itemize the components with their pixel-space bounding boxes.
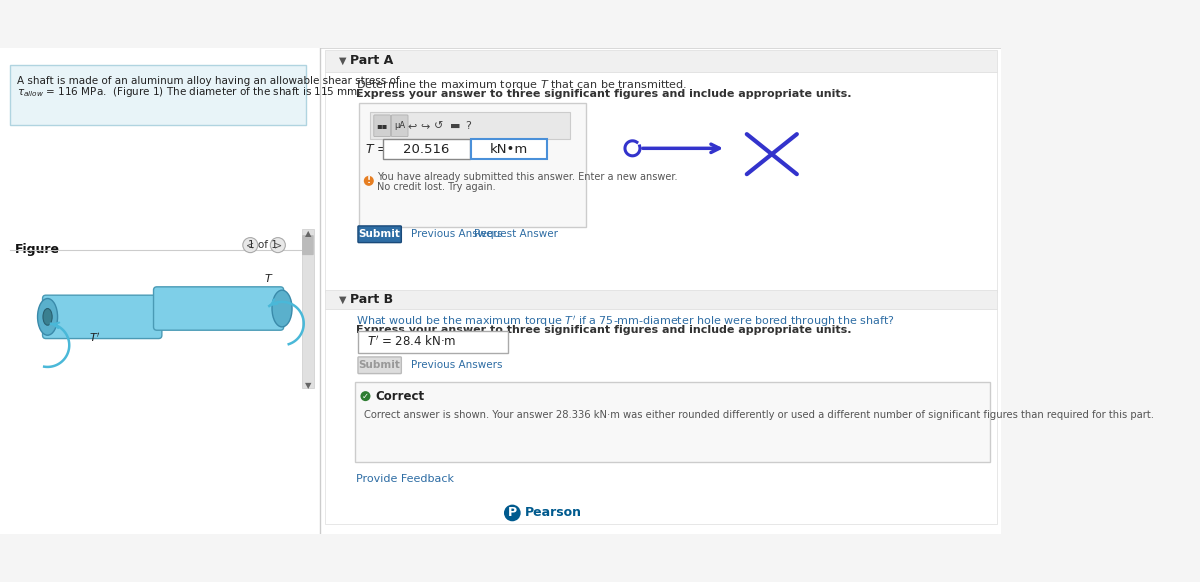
FancyBboxPatch shape [371,112,570,139]
Text: ▼: ▼ [338,56,347,66]
Text: 1 of 1: 1 of 1 [248,240,277,250]
Ellipse shape [37,299,58,335]
Text: $T$: $T$ [264,272,274,284]
Text: >: > [274,240,282,250]
Ellipse shape [43,308,52,325]
Circle shape [364,176,374,186]
FancyBboxPatch shape [383,139,469,159]
FancyBboxPatch shape [359,103,586,227]
Text: <: < [246,240,254,250]
Text: Part B: Part B [350,293,394,306]
FancyBboxPatch shape [302,235,313,255]
FancyBboxPatch shape [325,310,997,524]
FancyBboxPatch shape [302,229,313,388]
Text: μA: μA [394,121,406,130]
Text: kN•m: kN•m [490,143,528,155]
Text: ↩: ↩ [408,121,416,131]
Text: Previous Answers: Previous Answers [410,360,502,370]
Text: ▬: ▬ [450,121,460,131]
Text: ✓: ✓ [362,392,368,400]
Text: What would be the maximum torque $T'$ if a 75-mm-diameter hole were bored throug: What would be the maximum torque $T'$ if… [356,314,895,329]
Text: Previous Answers: Previous Answers [410,229,502,239]
Text: Request Answer: Request Answer [474,229,558,239]
Text: Determine the maximum torque $T$ that can be transmitted.: Determine the maximum torque $T$ that ca… [356,78,688,92]
Ellipse shape [272,290,292,327]
Text: $T$ =: $T$ = [366,144,389,157]
FancyBboxPatch shape [325,72,997,292]
Text: Correct answer is shown. Your answer 28.336 kN·m was either rounded differently : Correct answer is shown. Your answer 28.… [364,410,1153,420]
Text: Express your answer to three significant figures and include appropriate units.: Express your answer to three significant… [356,325,852,335]
FancyBboxPatch shape [470,139,547,159]
Text: Express your answer to three significant figures and include appropriate units.: Express your answer to three significant… [356,89,852,99]
Text: No credit lost. Try again.: No credit lost. Try again. [377,182,496,191]
Text: ?: ? [466,121,472,131]
Text: Figure: Figure [16,243,60,257]
FancyBboxPatch shape [358,357,401,374]
Text: $T'$ = 28.4 kN·m: $T'$ = 28.4 kN·m [367,335,456,349]
FancyBboxPatch shape [355,382,990,462]
Text: Correct: Correct [376,389,425,403]
Text: ↪: ↪ [421,121,431,131]
Text: You have already submitted this answer. Enter a new answer.: You have already submitted this answer. … [377,172,678,182]
FancyBboxPatch shape [42,295,162,339]
FancyBboxPatch shape [0,48,319,534]
Circle shape [242,237,258,253]
FancyBboxPatch shape [358,331,508,353]
Text: Submit: Submit [359,229,401,239]
Text: Provide Feedback: Provide Feedback [356,474,455,484]
Circle shape [360,391,371,401]
FancyBboxPatch shape [374,115,390,137]
Text: P: P [508,506,517,520]
Text: A shaft is made of an aluminum alloy having an allowable shear stress of: A shaft is made of an aluminum alloy hav… [17,76,400,86]
FancyBboxPatch shape [391,115,408,137]
Text: ▼: ▼ [338,294,347,304]
Text: ▼: ▼ [305,381,311,390]
Text: 20.516: 20.516 [403,143,450,155]
Text: Part A: Part A [350,54,394,67]
Text: ▪▪: ▪▪ [377,121,388,130]
Text: $\tau_{allow}$ = 116 MPa.  (Figure 1) The diameter of the shaft is 115 mm.: $\tau_{allow}$ = 116 MPa. (Figure 1) The… [17,85,361,99]
FancyBboxPatch shape [154,287,283,330]
Text: Submit: Submit [359,360,401,370]
FancyBboxPatch shape [10,65,306,125]
FancyBboxPatch shape [325,50,997,72]
FancyBboxPatch shape [319,48,1001,534]
Text: $T'$: $T'$ [89,331,101,344]
Circle shape [504,505,521,521]
Circle shape [270,237,286,253]
Text: !: ! [367,176,371,185]
FancyBboxPatch shape [325,290,997,308]
Text: ▲: ▲ [305,229,311,238]
Text: Pearson: Pearson [524,506,582,520]
Text: ↺: ↺ [434,121,444,131]
FancyBboxPatch shape [358,226,401,243]
